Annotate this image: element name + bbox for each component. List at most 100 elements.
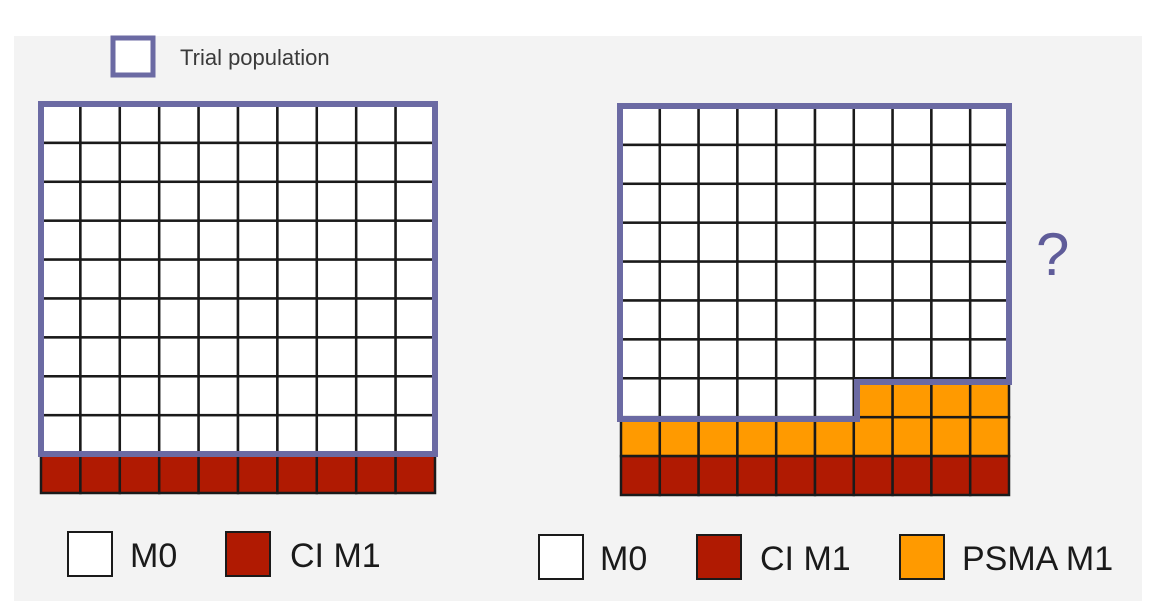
right-cell-ci-m1 — [852, 454, 894, 497]
right-cell-m0 — [891, 143, 933, 186]
left-cell-ci-m1 — [394, 452, 437, 495]
right-cell-m0 — [813, 260, 856, 302]
left-cell-m0 — [276, 413, 319, 456]
left-cell-m0 — [354, 102, 397, 145]
right-cell-ci-m1 — [658, 454, 700, 497]
right-cell-m0 — [930, 221, 972, 263]
left-cell-m0 — [118, 413, 161, 456]
left-cell-m0 — [197, 102, 240, 145]
right-trial-population-outline — [617, 103, 1012, 422]
left-cell-m0 — [157, 219, 200, 261]
right-key-psma-m1-label: PSMA M1 — [962, 540, 1113, 578]
left-cell-m0 — [315, 413, 358, 456]
right-cell-m0 — [658, 299, 700, 341]
left-key-ci-m1-label: CI M1 — [290, 537, 381, 575]
right-cell-m0 — [930, 260, 972, 302]
left-cell-m0 — [79, 375, 122, 417]
right-cell-m0 — [697, 182, 739, 224]
right-cell-ci-m1 — [968, 454, 1011, 497]
left-cell-m0 — [236, 180, 279, 222]
right-cell-m0 — [852, 299, 894, 341]
left-cell-m0 — [276, 375, 319, 417]
left-cell-m0 — [79, 297, 122, 339]
right-cell-psma-m1 — [619, 415, 662, 458]
right-cell-m0 — [930, 182, 972, 224]
right-cell-psma-m1 — [813, 415, 856, 458]
right-cell-m0 — [619, 377, 662, 419]
right-cell-m0 — [658, 143, 700, 186]
right-cell-m0 — [891, 221, 933, 263]
right-cell-m0 — [697, 221, 739, 263]
left-cell-m0 — [394, 141, 437, 184]
right-cell-m0 — [852, 143, 894, 186]
left-cell-m0 — [39, 297, 82, 339]
left-cell-m0 — [39, 375, 82, 417]
right-cell-m0 — [968, 338, 1011, 380]
right-cell-m0 — [930, 104, 972, 147]
left-cell-m0 — [236, 336, 279, 378]
right-cell-m0 — [930, 299, 972, 341]
right-key-psma-m1-swatch — [899, 534, 945, 580]
left-cell-m0 — [39, 102, 82, 145]
left-cell-m0 — [118, 102, 161, 145]
right-cell-ci-m1 — [891, 454, 933, 497]
right-cell-m0 — [658, 260, 700, 302]
right-cell-m0 — [968, 104, 1011, 147]
right-cell-psma-m1 — [968, 415, 1011, 458]
right-cell-m0 — [968, 221, 1011, 263]
left-cell-m0 — [276, 180, 319, 222]
right-cell-m0 — [697, 143, 739, 186]
right-cell-psma-m1 — [930, 415, 972, 458]
left-cell-m0 — [39, 258, 82, 300]
left-cell-m0 — [354, 336, 397, 378]
right-cell-m0 — [658, 338, 700, 380]
right-cell-m0 — [774, 221, 817, 263]
left-cell-ci-m1 — [39, 452, 82, 495]
right-cell-m0 — [619, 104, 662, 147]
left-cell-m0 — [157, 141, 200, 184]
left-cell-m0 — [394, 336, 437, 378]
left-cell-m0 — [197, 336, 240, 378]
left-cell-m0 — [315, 297, 358, 339]
left-cell-ci-m1 — [157, 452, 200, 495]
right-cell-m0 — [813, 182, 856, 224]
left-cell-m0 — [315, 180, 358, 222]
right-cell-m0 — [736, 260, 778, 302]
right-cell-m0 — [774, 338, 817, 380]
left-cell-m0 — [276, 102, 319, 145]
right-cell-m0 — [891, 260, 933, 302]
right-cell-m0 — [697, 338, 739, 380]
left-population-grid — [39, 102, 437, 495]
right-cell-m0 — [619, 221, 662, 263]
right-key-ci-m1-swatch — [696, 534, 742, 580]
left-cell-m0 — [118, 258, 161, 300]
left-cell-m0 — [354, 413, 397, 456]
right-cell-psma-m1 — [736, 415, 778, 458]
left-cell-m0 — [157, 413, 200, 456]
left-cell-m0 — [157, 336, 200, 378]
right-cell-m0 — [852, 221, 894, 263]
left-cell-m0 — [394, 258, 437, 300]
left-cell-m0 — [79, 336, 122, 378]
left-cell-m0 — [315, 141, 358, 184]
right-cell-m0 — [813, 338, 856, 380]
left-cell-m0 — [394, 375, 437, 417]
right-cell-m0 — [736, 299, 778, 341]
left-key-m0-label: M0 — [130, 537, 177, 575]
right-cell-m0 — [813, 299, 856, 341]
right-population-grid — [619, 104, 1011, 497]
left-cell-m0 — [197, 297, 240, 339]
right-cell-m0 — [968, 260, 1011, 302]
left-cell-m0 — [118, 180, 161, 222]
right-cell-m0 — [852, 182, 894, 224]
left-cell-m0 — [79, 219, 122, 261]
right-cell-m0 — [813, 221, 856, 263]
left-cell-m0 — [276, 297, 319, 339]
left-cell-m0 — [39, 336, 82, 378]
left-trial-population-outline — [38, 101, 438, 457]
left-cell-m0 — [315, 375, 358, 417]
left-cell-m0 — [236, 258, 279, 300]
right-cell-m0 — [813, 143, 856, 186]
left-cell-m0 — [236, 297, 279, 339]
right-cell-m0 — [891, 299, 933, 341]
